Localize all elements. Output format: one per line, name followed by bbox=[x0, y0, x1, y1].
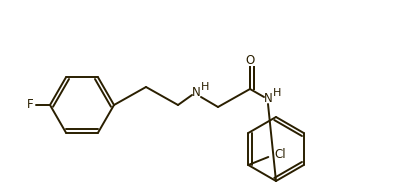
Text: F: F bbox=[27, 98, 33, 112]
Text: N: N bbox=[191, 87, 200, 99]
Text: Cl: Cl bbox=[275, 148, 286, 161]
Text: N: N bbox=[263, 93, 272, 105]
Text: H: H bbox=[273, 88, 281, 98]
Text: O: O bbox=[246, 55, 255, 68]
Text: H: H bbox=[201, 82, 209, 92]
